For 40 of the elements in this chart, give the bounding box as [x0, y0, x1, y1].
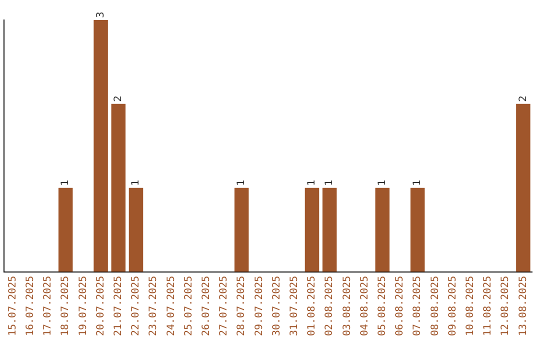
data-label: 1: [130, 179, 142, 186]
x-tick-label: 11.08.2025: [482, 276, 494, 336]
x-tick-label: 18.07.2025: [60, 276, 72, 336]
x-tick-label: 02.08.2025: [324, 276, 336, 336]
x-tick-label: 26.07.2025: [200, 276, 212, 336]
x-tick-label: 06.08.2025: [394, 276, 406, 336]
x-tick-label: 07.08.2025: [412, 276, 424, 336]
x-tick-label: 16.07.2025: [24, 276, 36, 336]
x-tick-label: 15.07.2025: [7, 276, 18, 336]
x-tick-label: 01.08.2025: [306, 276, 318, 336]
data-label: 2: [518, 96, 529, 102]
x-tick-label: 17.07.2025: [42, 276, 54, 336]
x-tick-label: 25.07.2025: [183, 276, 194, 336]
x-tick-label: 20.07.2025: [95, 276, 106, 336]
x-tick-label: 30.07.2025: [271, 276, 282, 336]
x-tick-label: 09.08.2025: [447, 276, 458, 336]
x-tick-label: 13.08.2025: [518, 276, 529, 336]
x-tick-label: 23.07.2025: [148, 276, 160, 336]
data-label: 1: [376, 179, 388, 186]
x-tick-label: 08.08.2025: [430, 276, 441, 336]
x-tick-label: 27.07.2025: [218, 276, 230, 336]
data-label: 1: [236, 179, 248, 186]
data-label: 1: [60, 179, 72, 186]
data-label: 1: [324, 179, 336, 186]
x-tick-label: 03.08.2025: [342, 276, 353, 336]
x-tick-label: 31.07.2025: [288, 276, 300, 336]
data-label: 2: [112, 96, 124, 102]
x-tick-label: 29.07.2025: [254, 276, 265, 336]
x-tick-label: 22.07.2025: [130, 276, 142, 336]
data-label: 1: [412, 179, 424, 186]
x-tick-label: 28.07.2025: [236, 276, 248, 336]
data-label: 1: [306, 179, 318, 186]
x-tick-label: 12.08.2025: [500, 276, 512, 336]
x-tick-label: 21.07.2025: [112, 276, 124, 336]
x-tick-label: 04.08.2025: [359, 276, 370, 336]
data-label: 3: [95, 12, 106, 18]
x-tick-label: 10.08.2025: [464, 276, 476, 336]
x-tick-label: 24.07.2025: [166, 276, 177, 336]
x-tick-label: 05.08.2025: [376, 276, 388, 336]
x-tick-label: 19.07.2025: [78, 276, 89, 336]
